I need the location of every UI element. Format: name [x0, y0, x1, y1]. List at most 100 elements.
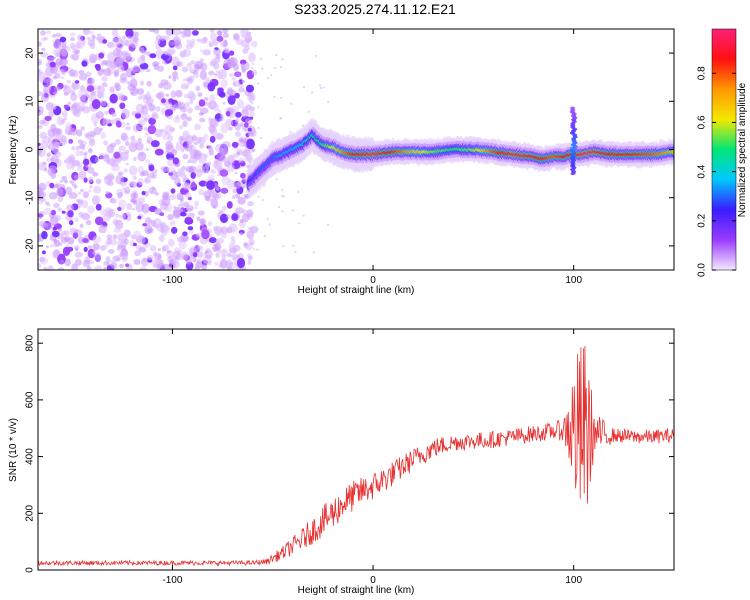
noise-blob	[49, 236, 54, 241]
noise-blob	[119, 102, 126, 110]
noise-blob	[241, 106, 249, 114]
noise-blob	[109, 93, 118, 104]
noise-blob	[140, 80, 144, 86]
noise-blob	[141, 190, 146, 196]
noise-blob	[94, 156, 100, 163]
noise-dot	[290, 102, 293, 105]
noise-blob	[247, 127, 252, 132]
noise-dot	[256, 248, 259, 251]
noise-blob	[147, 228, 151, 233]
noise-blob	[232, 33, 240, 40]
noise-blob	[239, 122, 244, 128]
noise-blob	[87, 205, 95, 214]
noise-blob	[92, 235, 102, 244]
noise-blob	[50, 147, 54, 151]
spike-cell	[570, 106, 576, 110]
noise-blob	[124, 39, 133, 47]
noise-dot	[326, 223, 330, 226]
noise-blob	[71, 263, 78, 270]
noise-blob	[182, 78, 187, 82]
noise-blob	[118, 253, 122, 258]
noise-blob	[132, 175, 137, 181]
noise-blob	[199, 70, 207, 80]
noise-blob	[58, 207, 63, 212]
noise-blob	[244, 122, 249, 128]
noise-blob	[179, 197, 184, 202]
noise-blob	[70, 37, 75, 41]
noise-blob	[110, 161, 119, 168]
noise-blob	[47, 128, 56, 138]
noise-dot	[280, 96, 283, 100]
noise-blob	[227, 89, 236, 96]
snr-background	[38, 329, 674, 570]
noise-blob	[245, 84, 255, 93]
noise-blob	[84, 256, 91, 264]
noise-blob	[181, 66, 189, 73]
noise-blob	[175, 89, 183, 98]
noise-blob	[131, 76, 136, 81]
spectrogram-xlabel: Height of straight line (km)	[298, 285, 415, 296]
noise-blob	[178, 124, 184, 130]
noise-blob	[132, 69, 136, 73]
noise-blob	[159, 128, 165, 133]
noise-blob	[110, 262, 118, 269]
noise-blob	[246, 209, 254, 218]
noise-blob	[103, 267, 107, 270]
noise-blob	[189, 92, 197, 102]
noise-blob	[120, 213, 126, 220]
noise-blob	[95, 64, 101, 71]
noise-blob	[210, 198, 219, 209]
noise-blob	[198, 112, 204, 116]
noise-dot	[279, 65, 283, 69]
noise-blob	[168, 194, 177, 201]
noise-blob	[138, 119, 146, 127]
y-tick-label: -10	[25, 190, 36, 205]
noise-blob	[247, 253, 252, 257]
noise-dot	[307, 110, 310, 113]
noise-blob	[63, 85, 72, 95]
noise-blob	[236, 257, 246, 269]
x-tick-label: 0	[370, 575, 376, 586]
noise-blob	[210, 169, 216, 175]
noise-blob	[173, 39, 181, 47]
noise-blob	[87, 245, 93, 250]
noise-blob	[78, 203, 83, 208]
noise-blob	[125, 162, 129, 166]
noise-blob	[212, 102, 219, 112]
noise-blob	[79, 143, 85, 149]
noise-blob	[122, 35, 126, 40]
noise-blob	[39, 132, 48, 139]
noise-blob	[149, 104, 156, 112]
noise-blob	[195, 232, 203, 238]
noise-blob	[180, 136, 185, 140]
noise-blob	[44, 115, 52, 122]
noise-blob	[225, 118, 234, 127]
noise-blob	[84, 133, 90, 138]
noise-blob	[55, 151, 62, 158]
noise-blob	[209, 94, 216, 103]
noise-blob	[77, 192, 82, 195]
noise-blob	[106, 119, 111, 125]
noise-dot	[263, 234, 267, 238]
noise-blob	[128, 32, 134, 37]
noise-blob	[185, 205, 194, 212]
noise-blob	[104, 110, 109, 116]
noise-blob	[89, 185, 93, 189]
noise-blob	[85, 71, 92, 77]
noise-blob	[207, 79, 211, 83]
noise-dot	[323, 86, 326, 89]
y-tick-label: 400	[25, 448, 36, 465]
noise-blob	[113, 69, 120, 77]
noise-blob	[182, 231, 188, 237]
noise-blob	[81, 60, 88, 67]
noise-blob	[149, 53, 157, 59]
noise-blob	[197, 251, 204, 258]
noise-blob	[192, 73, 200, 79]
noise-blob	[135, 142, 144, 151]
noise-blob	[241, 63, 246, 69]
noise-blob	[174, 177, 181, 186]
noise-blob	[84, 151, 88, 155]
noise-blob	[65, 122, 72, 131]
noise-blob	[180, 83, 190, 90]
